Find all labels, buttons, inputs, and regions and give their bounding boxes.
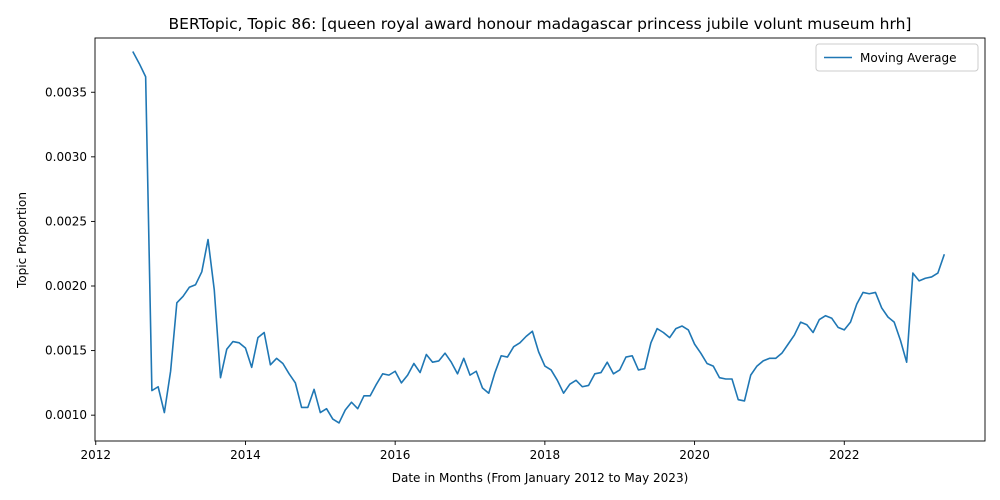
x-axis-label: Date in Months (From January 2012 to May… <box>392 471 689 485</box>
y-tick-label: 0.0020 <box>45 279 87 293</box>
moving-average-line <box>132 51 946 424</box>
y-axis-label: Topic Proportion <box>15 192 29 289</box>
x-tick-label: 2022 <box>829 448 860 462</box>
y-tick-label: 0.0010 <box>45 408 87 422</box>
legend: Moving Average <box>815 43 979 72</box>
y-tick-label: 0.0030 <box>45 150 87 164</box>
y-tick-label: 0.0015 <box>45 344 87 358</box>
chart-title: BERTopic, Topic 86: [queen royal award h… <box>169 15 912 33</box>
x-tick-label: 2020 <box>679 448 710 462</box>
y-tick-label: 0.0035 <box>45 85 87 99</box>
x-axis-ticks: 2012 2014 2016 2018 2020 2022 <box>80 441 860 462</box>
x-tick-label: 2016 <box>380 448 411 462</box>
y-axis-ticks: 0.0010 0.0015 0.0020 0.0025 0.0030 0.0035 <box>45 85 95 422</box>
x-tick-label: 2012 <box>80 448 111 462</box>
x-tick-label: 2014 <box>230 448 261 462</box>
legend-entry-moving-average: Moving Average <box>860 51 956 65</box>
legend-box <box>815 43 979 72</box>
plot-frame <box>94 37 986 442</box>
x-tick-label: 2018 <box>530 448 561 462</box>
y-tick-label: 0.0025 <box>45 214 87 228</box>
